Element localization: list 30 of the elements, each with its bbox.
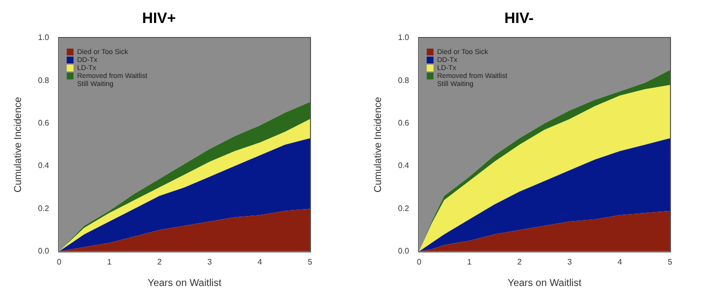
y-tick-label: 1.0: [398, 33, 410, 42]
y-tick-label: 0.6: [398, 118, 410, 128]
chart-title: HIV+: [142, 10, 176, 28]
y-axis-title: Cumulative Incidence: [372, 96, 384, 193]
chart-title: HIV-: [504, 10, 534, 28]
x-axis-title: Years on Waitlist: [508, 278, 582, 289]
x-tick-label: 4: [258, 257, 263, 266]
y-tick-label: 1.0: [38, 33, 50, 42]
x-tick-label: 5: [308, 257, 313, 266]
y-tick-label: 0.0: [398, 246, 410, 256]
y-tick-label: 0.2: [398, 204, 410, 213]
x-tick-label: 4: [618, 257, 623, 266]
x-tick-label: 0: [56, 257, 62, 266]
x-tick-label: 5: [668, 257, 673, 266]
y-tick-label: 0.0: [38, 246, 50, 256]
y-tick-label: 0.4: [398, 161, 410, 170]
x-tick-label: 3: [207, 257, 212, 266]
x-tick-label: 0: [416, 257, 422, 266]
y-tick-label: 0.4: [38, 161, 50, 170]
x-tick-label: 3: [567, 257, 572, 266]
y-axis-title: Cumulative Incidence: [12, 96, 24, 193]
x-tick-label: 2: [517, 257, 522, 266]
x-tick-label: 1: [467, 257, 472, 266]
y-tick-label: 0.8: [398, 76, 410, 85]
x-axis-title: Years on Waitlist: [148, 278, 222, 289]
x-tick-label: 1: [107, 257, 112, 266]
y-tick-label: 0.6: [38, 118, 50, 128]
y-tick-label: 0.8: [38, 76, 50, 85]
x-tick-label: 2: [157, 257, 162, 266]
y-tick-label: 0.2: [38, 204, 50, 213]
